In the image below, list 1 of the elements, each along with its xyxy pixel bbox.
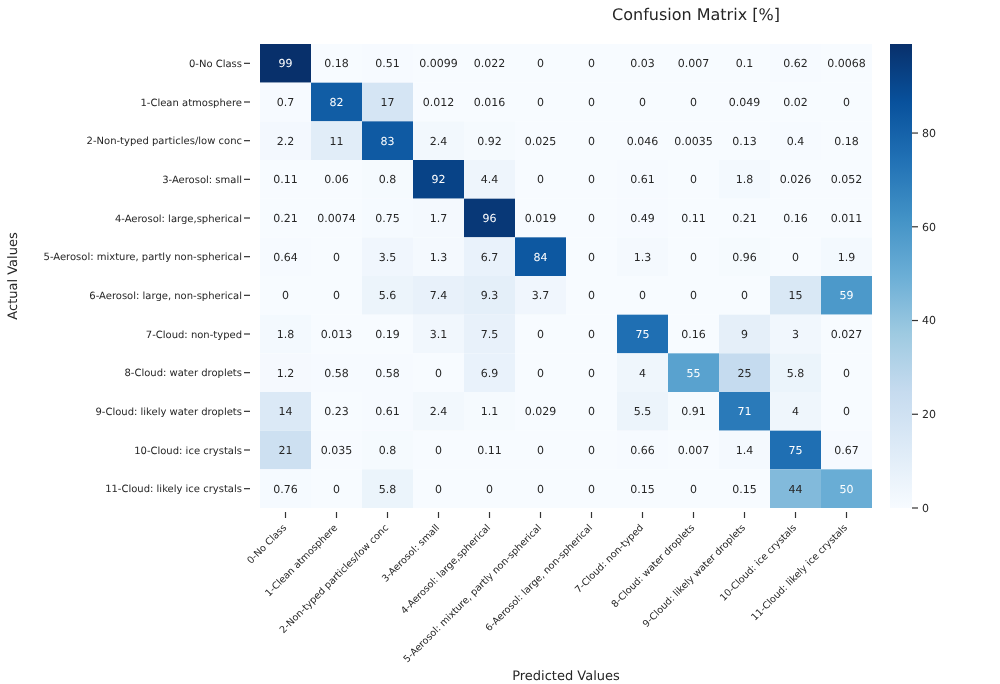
chart-title: Confusion Matrix [%]: [610, 6, 782, 24]
